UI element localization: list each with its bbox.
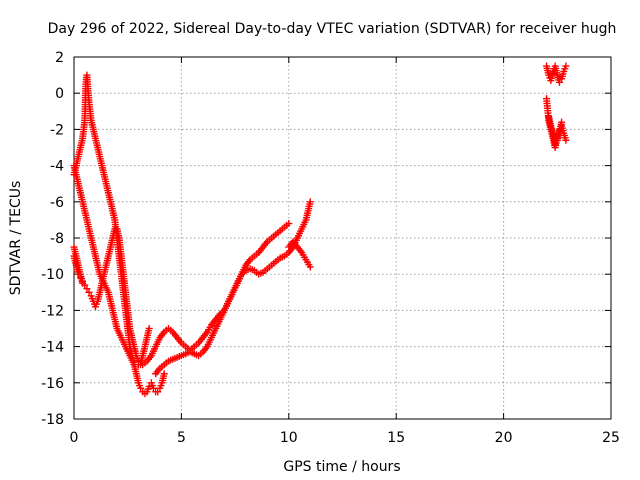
y-tick-label: -4 <box>50 159 64 175</box>
data-points <box>70 62 570 398</box>
data-point <box>83 285 91 293</box>
y-ticks: 2 0 -2 -4 -6 -8 -10 -12 -14 -16 -18 <box>41 50 611 428</box>
chart-title: Day 296 of 2022, Sidereal Day-to-day VTE… <box>48 21 617 37</box>
x-tick-label: 15 <box>387 430 405 446</box>
data-point <box>149 384 157 392</box>
x-tick-label: 0 <box>70 430 79 446</box>
y-tick-label: -10 <box>41 267 64 283</box>
y-tick-label: -2 <box>50 122 64 138</box>
data-point <box>154 388 162 396</box>
y-tick-label: 0 <box>55 86 64 102</box>
data-point <box>160 370 168 378</box>
y-tick-label: 2 <box>55 50 64 66</box>
data-point <box>306 198 314 206</box>
x-tick-label: 5 <box>177 430 186 446</box>
data-point <box>555 78 563 86</box>
x-tick-label: 25 <box>602 430 620 446</box>
y-tick-label: -14 <box>41 340 64 356</box>
y-tick-label: -6 <box>50 195 64 211</box>
y-tick-label: -18 <box>41 412 64 428</box>
data-point <box>285 220 293 228</box>
y-tick-label: -16 <box>41 376 64 392</box>
y-tick-label: -8 <box>50 231 64 247</box>
data-point <box>137 384 145 392</box>
x-tick-label: 20 <box>495 430 513 446</box>
data-point <box>551 140 559 148</box>
x-tick-label: 10 <box>280 430 298 446</box>
data-point <box>306 263 314 271</box>
y-axis-label: SDTVAR / TECUs <box>8 181 24 296</box>
data-point <box>562 136 570 144</box>
grid <box>74 57 611 419</box>
data-point <box>85 288 93 296</box>
y-tick-label: -12 <box>41 303 64 319</box>
x-axis-label: GPS time / hours <box>283 459 400 475</box>
x-ticks: 0 5 10 15 20 25 <box>70 57 620 446</box>
data-point <box>145 325 153 332</box>
data-point <box>562 62 570 70</box>
data-point <box>558 118 566 126</box>
data-point <box>79 279 87 287</box>
data-point <box>145 382 153 390</box>
